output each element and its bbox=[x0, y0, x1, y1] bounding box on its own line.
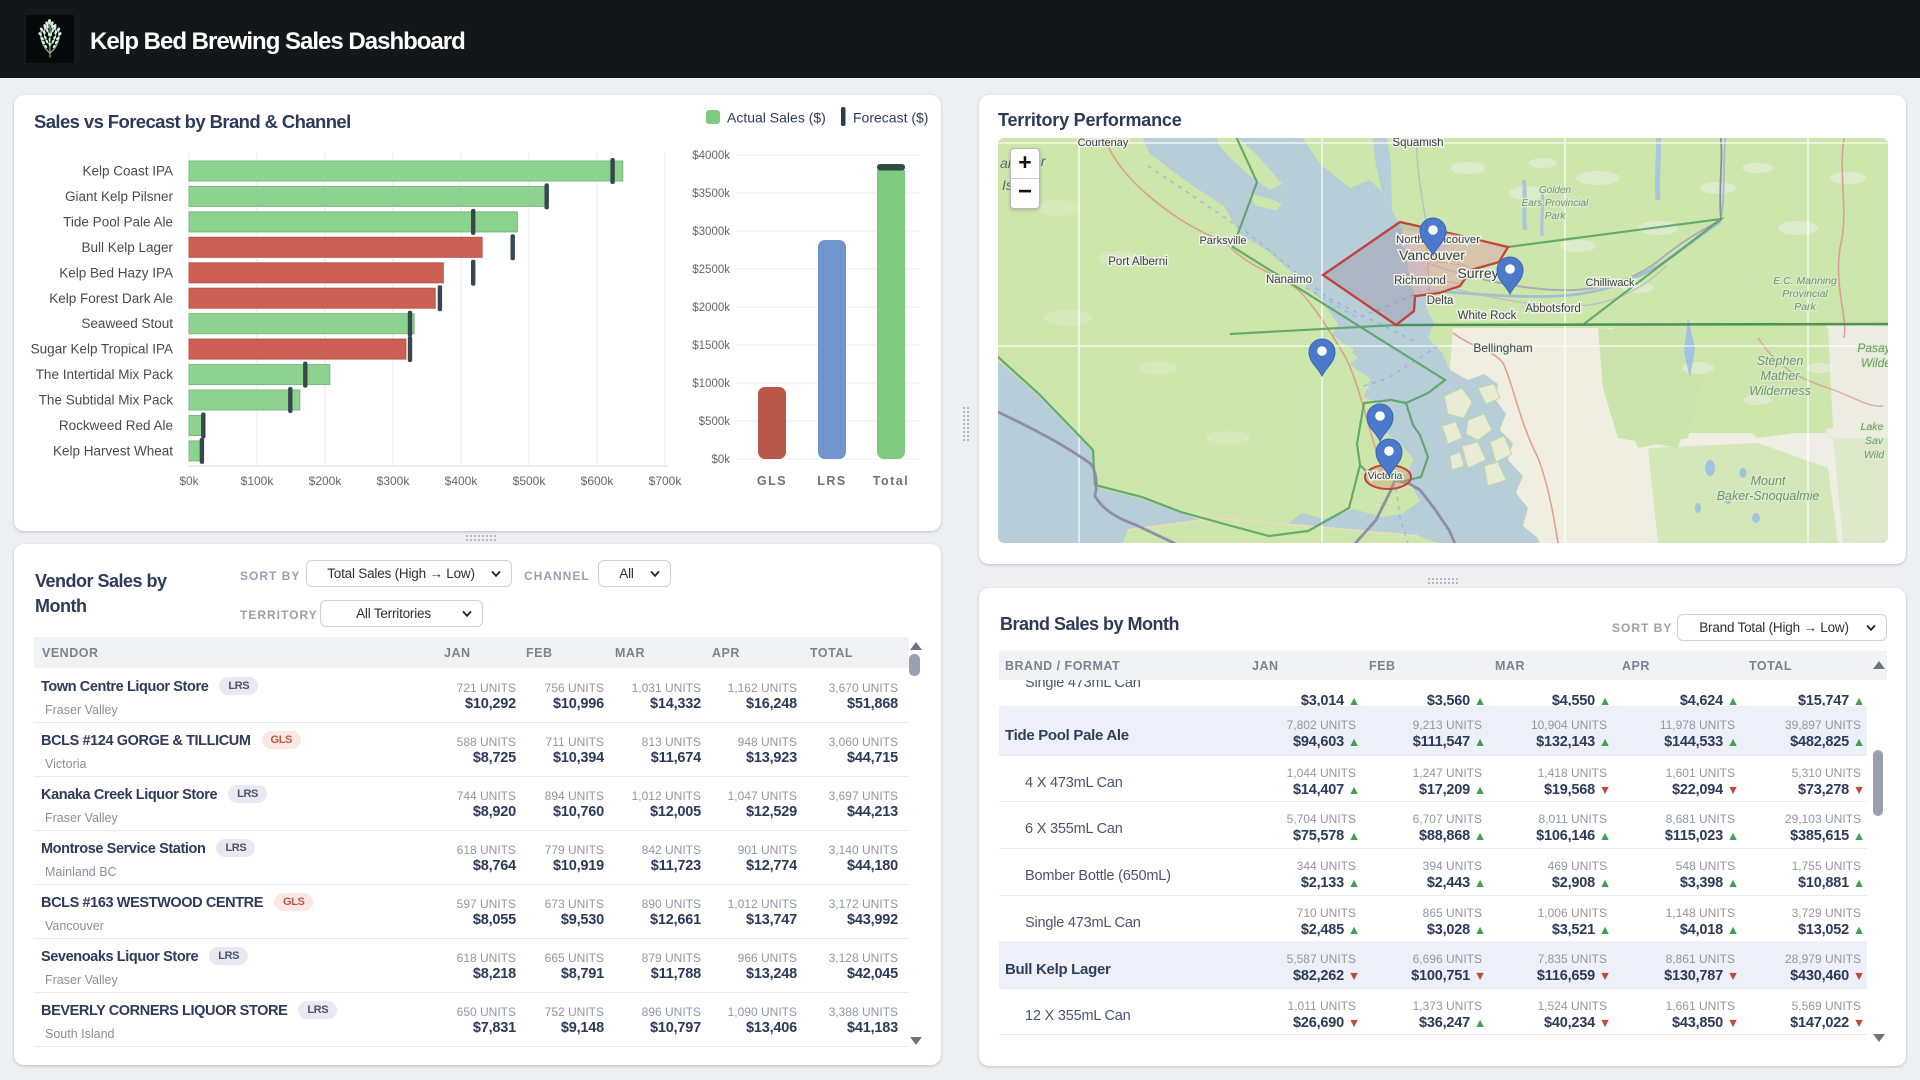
svg-text:Golden: Golden bbox=[1539, 185, 1572, 196]
svg-text:$600k: $600k bbox=[581, 474, 615, 488]
svg-text:Kelp Coast IPA: Kelp Coast IPA bbox=[82, 164, 173, 179]
svg-text:Mather: Mather bbox=[1761, 369, 1801, 383]
svg-text:Sales vs Forecast by Brand & C: Sales vs Forecast by Brand & Channel bbox=[34, 111, 351, 132]
svg-text:Park: Park bbox=[1545, 211, 1567, 222]
svg-text:Delta: Delta bbox=[1427, 295, 1454, 307]
svg-text:Wilderness: Wilderness bbox=[1749, 384, 1811, 398]
svg-text:$500k: $500k bbox=[513, 474, 547, 488]
svg-text:Baker-Snoqualmie: Baker-Snoqualmie bbox=[1717, 489, 1820, 503]
svg-text:Bull Kelp Lager: Bull Kelp Lager bbox=[81, 240, 173, 255]
svg-text:Mount: Mount bbox=[1751, 474, 1786, 488]
svg-text:$3000k: $3000k bbox=[692, 226, 730, 238]
svg-text:Nanaimo: Nanaimo bbox=[1266, 274, 1312, 286]
svg-text:GLS: GLS bbox=[757, 474, 787, 488]
svg-text:Abbotsford: Abbotsford bbox=[1525, 303, 1581, 315]
svg-text:$200k: $200k bbox=[309, 474, 343, 488]
svg-text:Rockweed Red Ale: Rockweed Red Ale bbox=[59, 418, 173, 433]
svg-text:$300k: $300k bbox=[377, 474, 411, 488]
svg-text:Provincial: Provincial bbox=[1782, 288, 1828, 300]
svg-text:Wilder: Wilder bbox=[1861, 356, 1888, 370]
svg-text:Park: Park bbox=[1794, 301, 1816, 313]
svg-text:Ears Provincial: Ears Provincial bbox=[1522, 198, 1589, 209]
svg-text:Stephen: Stephen bbox=[1757, 354, 1804, 368]
svg-text:Kelp Bed Hazy IPA: Kelp Bed Hazy IPA bbox=[59, 265, 173, 280]
svg-text:Chilliwack: Chilliwack bbox=[1586, 277, 1635, 289]
svg-text:Parksville: Parksville bbox=[1199, 235, 1246, 247]
svg-text:Kelp Forest Dark Ale: Kelp Forest Dark Ale bbox=[49, 291, 173, 306]
svg-text:$4000k: $4000k bbox=[692, 150, 730, 162]
svg-text:Kelp Harvest Wheat: Kelp Harvest Wheat bbox=[53, 443, 173, 458]
svg-text:$700k: $700k bbox=[649, 474, 683, 488]
svg-text:White Rock: White Rock bbox=[1458, 310, 1517, 322]
svg-text:E.C. Manning: E.C. Manning bbox=[1773, 275, 1837, 287]
svg-text:Lake: Lake bbox=[1861, 421, 1884, 433]
svg-text:$3500k: $3500k bbox=[692, 188, 730, 200]
svg-text:$2000k: $2000k bbox=[692, 302, 730, 314]
svg-text:Richmond: Richmond bbox=[1394, 275, 1446, 287]
svg-text:Victoria: Victoria bbox=[1368, 470, 1403, 482]
svg-text:Forecast ($): Forecast ($) bbox=[853, 110, 928, 126]
svg-text:Actual Sales ($): Actual Sales ($) bbox=[727, 110, 826, 126]
svg-text:$400k: $400k bbox=[445, 474, 479, 488]
svg-text:$100k: $100k bbox=[241, 474, 275, 488]
svg-text:The Intertidal Mix Pack: The Intertidal Mix Pack bbox=[36, 367, 174, 382]
svg-text:Vancouver: Vancouver bbox=[1399, 247, 1465, 263]
svg-text:Squamish: Squamish bbox=[1392, 138, 1443, 149]
svg-text:Total: Total bbox=[873, 474, 909, 488]
svg-text:Bellingham: Bellingham bbox=[1473, 341, 1532, 355]
svg-text:Surrey: Surrey bbox=[1457, 265, 1498, 281]
svg-text:$0k: $0k bbox=[711, 454, 730, 466]
svg-text:LRS: LRS bbox=[817, 474, 847, 488]
svg-text:Seaweed Stout: Seaweed Stout bbox=[81, 316, 173, 331]
svg-text:$0k: $0k bbox=[179, 474, 199, 488]
svg-text:$1000k: $1000k bbox=[692, 378, 730, 390]
svg-text:$500k: $500k bbox=[699, 416, 731, 428]
svg-text:$2500k: $2500k bbox=[692, 264, 730, 276]
svg-text:The Subtidal Mix Pack: The Subtidal Mix Pack bbox=[39, 393, 174, 408]
svg-text:Port Alberni: Port Alberni bbox=[1108, 256, 1167, 268]
svg-text:Wild: Wild bbox=[1864, 449, 1885, 461]
svg-text:Tide Pool Pale Ale: Tide Pool Pale Ale bbox=[63, 214, 173, 229]
svg-text:Sav: Sav bbox=[1865, 435, 1884, 447]
svg-text:Pasay: Pasay bbox=[1857, 341, 1888, 355]
svg-text:Courtenay: Courtenay bbox=[1078, 138, 1129, 149]
svg-text:Giant Kelp Pilsner: Giant Kelp Pilsner bbox=[65, 189, 174, 204]
svg-text:Sugar Kelp Tropical IPA: Sugar Kelp Tropical IPA bbox=[31, 342, 173, 357]
svg-text:$1500k: $1500k bbox=[692, 340, 730, 352]
